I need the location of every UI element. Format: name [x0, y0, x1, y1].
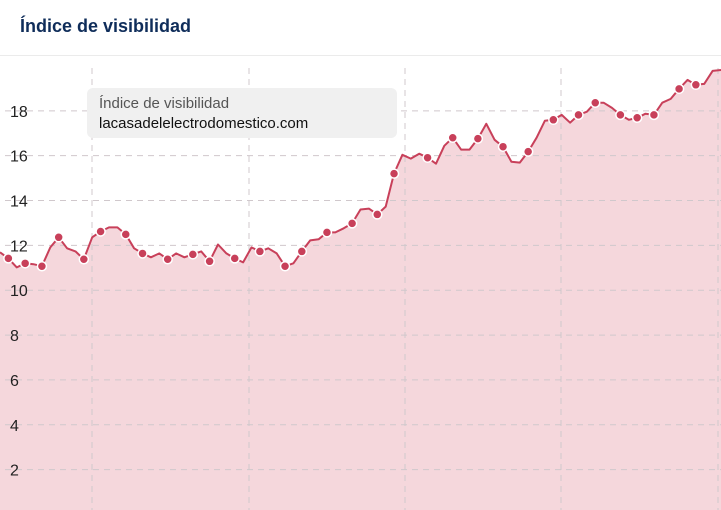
y-tick-label: 4 — [10, 418, 19, 435]
data-point — [3, 253, 14, 264]
chart-title: Índice de visibilidad — [20, 16, 192, 36]
y-tick-label: 14 — [10, 194, 28, 211]
y-tick-label: 18 — [10, 104, 28, 121]
y-tick-label: 16 — [10, 149, 28, 166]
data-point — [631, 112, 643, 124]
data-point — [53, 232, 64, 243]
y-tick-label: 2 — [10, 463, 19, 480]
data-point — [254, 246, 266, 257]
data-point — [346, 218, 358, 229]
y-tick-label: 12 — [10, 238, 28, 255]
data-point — [120, 229, 132, 240]
y-tick-label: 10 — [10, 283, 28, 300]
data-point — [137, 248, 148, 259]
data-point — [162, 254, 173, 265]
data-point — [388, 168, 400, 179]
legend-box: Índice de visibilidad lacasadelelectrodo… — [87, 88, 397, 138]
y-tick-label: 6 — [10, 373, 19, 390]
data-point — [78, 254, 90, 265]
data-point — [615, 109, 626, 121]
data-point — [19, 258, 31, 269]
chart-header: Índice de visibilidad — [0, 0, 721, 56]
data-point — [229, 253, 240, 264]
data-point — [36, 260, 48, 272]
legend-domain: lacasadelelectrodomestico.com — [99, 115, 309, 132]
data-point — [573, 109, 584, 121]
data-point — [447, 132, 458, 143]
y-tick-label: 8 — [10, 328, 19, 345]
data-point — [95, 226, 106, 237]
data-point — [648, 109, 660, 121]
data-point — [187, 249, 199, 260]
data-point — [472, 133, 484, 144]
data-point — [372, 209, 383, 220]
data-point — [422, 152, 433, 163]
data-point — [522, 146, 534, 157]
data-point — [673, 83, 685, 95]
data-point — [690, 79, 702, 91]
data-point — [497, 141, 509, 152]
legend-metric: Índice de visibilidad — [99, 95, 230, 112]
series-line — [0, 69, 721, 269]
data-point — [589, 97, 601, 108]
data-point — [321, 227, 333, 238]
data-point — [204, 256, 215, 267]
data-point — [296, 246, 308, 257]
data-point — [548, 114, 559, 126]
data-point — [279, 260, 291, 272]
